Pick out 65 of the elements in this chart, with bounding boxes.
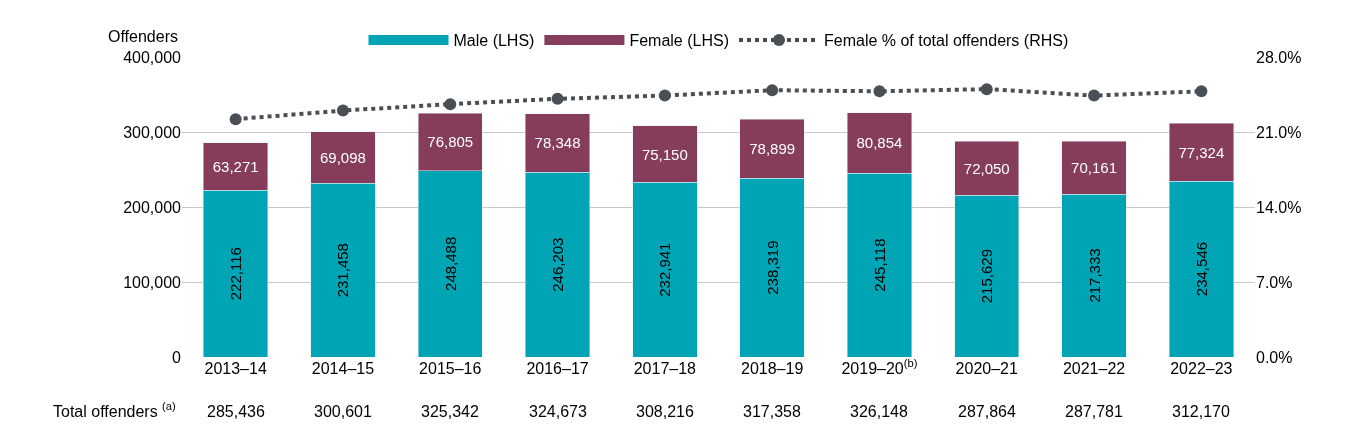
x-tick-label: 2015–16 — [419, 360, 482, 377]
point — [766, 84, 779, 97]
point — [873, 85, 886, 98]
data-label: 231,458 — [334, 243, 352, 298]
legend-label: Female (LHS) — [629, 32, 729, 50]
text: 326,148 — [850, 403, 908, 420]
data-label: 78,348 — [534, 134, 581, 152]
x-tick-label: 2016–17 — [526, 360, 589, 377]
text: 300,601 — [314, 403, 372, 420]
y-tick-label: 300,000 — [123, 123, 182, 141]
data-label: 215,629 — [978, 249, 996, 304]
data-label: 217,333 — [1085, 248, 1103, 303]
x-tick-label: 2020–21 — [955, 360, 1018, 377]
data-label: 70,161 — [1071, 159, 1117, 177]
point — [1195, 85, 1208, 98]
y2-tick-label: 21.0% — [1256, 123, 1302, 141]
data-label: 80,854 — [856, 134, 903, 152]
data-label: 76,805 — [427, 133, 474, 151]
y2-tick-label: 0.0% — [1256, 348, 1293, 366]
data-label: 238,319 — [763, 240, 781, 295]
text: 308,216 — [636, 403, 694, 420]
point — [980, 83, 993, 96]
data-label: 72,050 — [963, 159, 1010, 177]
point — [336, 104, 349, 117]
text: 287,781 — [1065, 403, 1123, 420]
y-tick-label: 200,000 — [123, 198, 182, 216]
x-tick-label: 2014–15 — [311, 360, 375, 377]
x-tick-label: 2021–22 — [1062, 360, 1126, 377]
text: 324,673 — [529, 403, 587, 420]
data-label: 234,546 — [1192, 241, 1210, 297]
data-label: 63,271 — [212, 158, 259, 176]
text: 317,358 — [743, 403, 801, 420]
legend-label: Male (LHS) — [453, 32, 535, 50]
text: 325,342 — [421, 403, 479, 420]
x-tick-label: 2019–20$^{(b)}$ — [841, 357, 918, 377]
legend-label: Female % of total offenders (RHS) — [823, 32, 1069, 50]
text: 287,864 — [958, 403, 1016, 420]
data-label: 78,899 — [749, 140, 796, 158]
x-tick-label: 2013–14 — [204, 360, 267, 377]
text: 312,170 — [1172, 403, 1230, 420]
text: Total offenders $^{(a)}$ — [53, 400, 177, 420]
y-tick-label: 400,000 — [123, 48, 182, 66]
y2-tick-label: 28.0% — [1256, 48, 1302, 66]
data-label: 75,150 — [641, 145, 688, 163]
point — [1088, 89, 1101, 102]
text: 285,436 — [207, 403, 265, 420]
x-tick-label: 2017–18 — [633, 360, 697, 377]
point — [229, 113, 242, 126]
point — [551, 92, 564, 105]
x-tick-label: 2022–23 — [1170, 360, 1233, 377]
y2-tick-label: 7.0% — [1256, 273, 1293, 291]
point — [444, 98, 457, 111]
x-tick-label: 2018–19 — [741, 360, 804, 377]
y-tick-label: 0 — [172, 348, 182, 366]
y2-tick-label: 14.0% — [1256, 198, 1302, 216]
data-label: 69,098 — [320, 148, 366, 166]
data-label: 232,941 — [656, 242, 674, 297]
data-label: 246,203 — [549, 237, 567, 292]
data-label: 248,488 — [441, 236, 459, 291]
data-label: 222,116 — [227, 247, 245, 301]
data-label: 245,118 — [870, 238, 888, 292]
point — [658, 89, 671, 102]
y-axis-title: Offenders — [108, 28, 178, 45]
y-tick-label: 100,000 — [123, 273, 182, 291]
data-label: 77,324 — [1178, 143, 1225, 161]
